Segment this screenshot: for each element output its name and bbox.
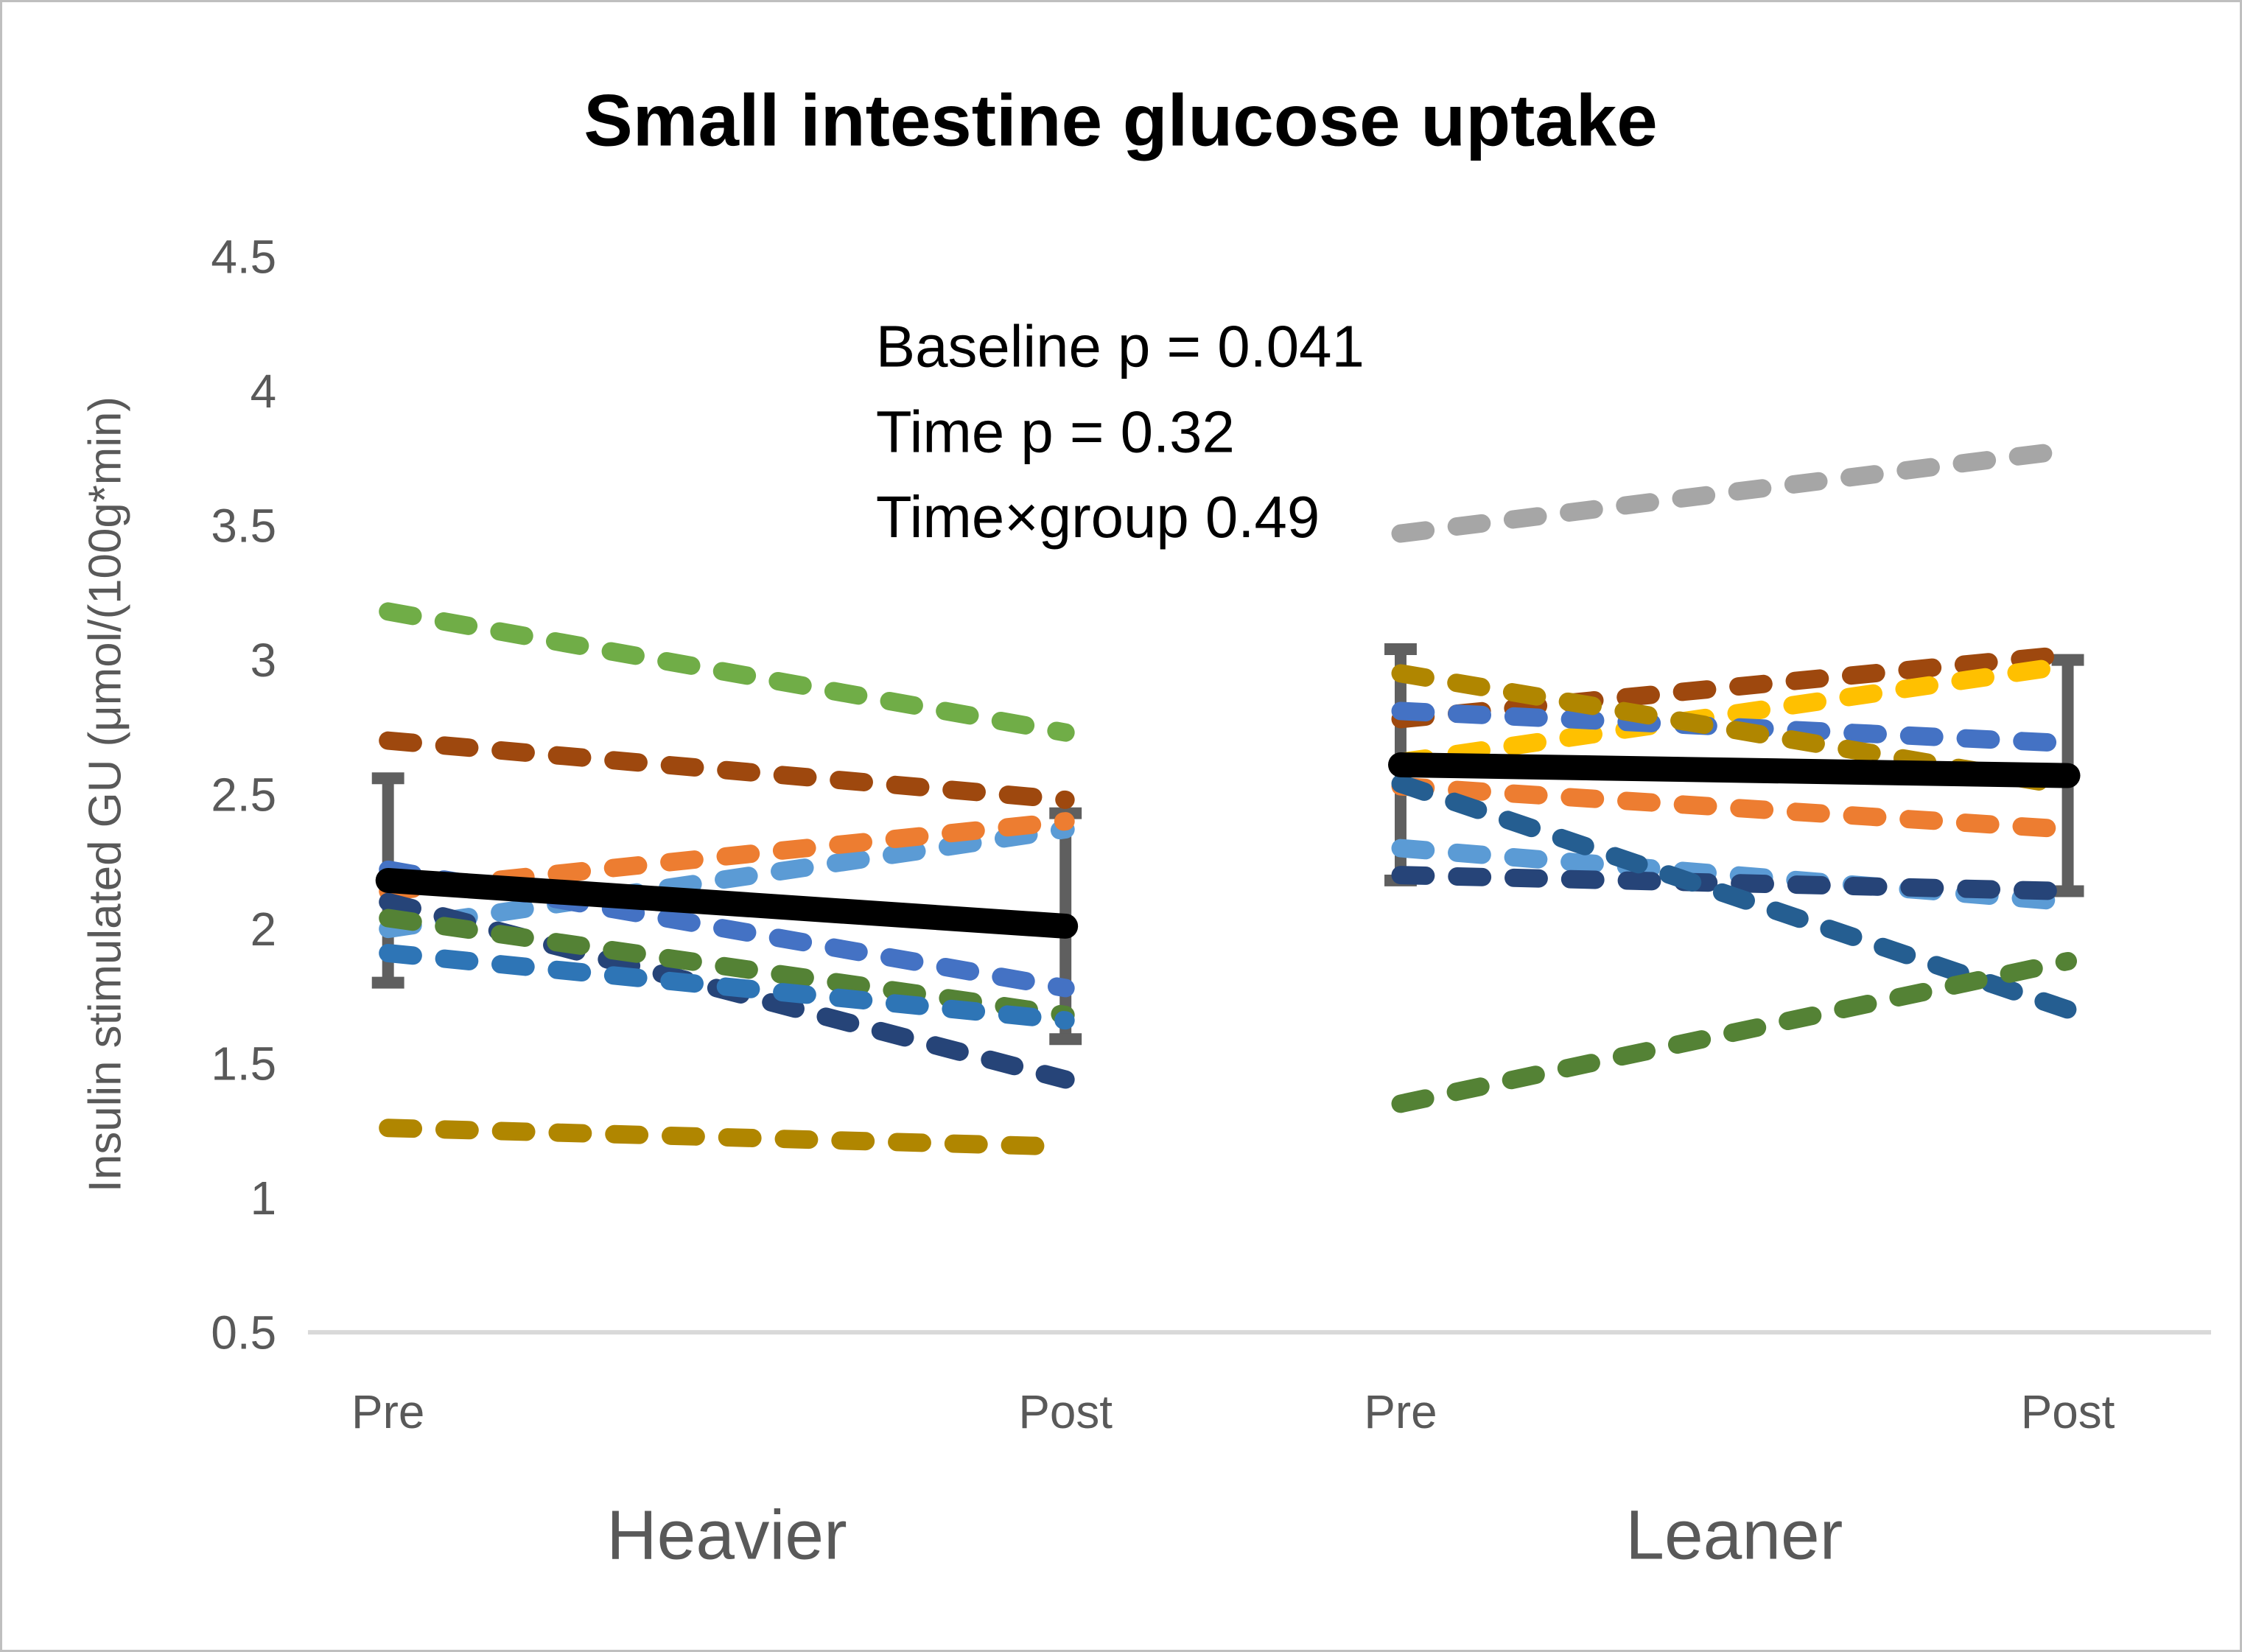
annotation-line: Time p = 0.32 [876,399,1235,464]
y-tick-label: 3.5 [211,499,276,552]
x-tick-label-post: Post [2021,1385,2115,1438]
x-tick-label-post: Post [1018,1385,1113,1438]
y-tick-label: 4.5 [211,230,276,283]
mean-line [1388,752,2081,788]
subject-line [379,1119,1075,1156]
subject-line [379,909,1075,1024]
mean-line [375,867,1079,939]
subject-line [1391,951,2078,1113]
y-tick-label: 0.5 [211,1306,276,1359]
group-label: Heavier [606,1496,847,1574]
x-tick-label-pre: Pre [1364,1385,1437,1438]
subject-line [1391,774,2078,1019]
annotation-line: Time×group 0.49 [876,484,1320,550]
subject-line [379,944,1075,1030]
y-tick-label: 1.5 [211,1037,276,1090]
y-axis-title: Insulin stimulated GU (μmol/(100g*min) [80,396,131,1192]
subject-line [1391,777,2078,839]
annotation-line: Baseline p = 0.041 [876,314,1365,379]
y-tick-label: 2 [251,903,276,956]
y-tick-label: 2.5 [211,768,276,821]
x-tick-label-pre: Pre [351,1385,424,1438]
group-label: Leaner [1625,1496,1843,1574]
subject-line [379,731,1075,809]
y-tick-label: 3 [251,634,276,687]
y-tick-label: 4 [251,365,276,418]
subject-line [1391,866,2078,900]
chart-title: Small intestine glucose uptake [584,80,1657,161]
subject-line [1391,656,2078,771]
subject-line [1391,839,2078,911]
subject-line [1391,441,2078,543]
subject-line [379,602,1075,742]
subject-line [379,820,1075,939]
y-tick-label: 1 [251,1172,276,1225]
